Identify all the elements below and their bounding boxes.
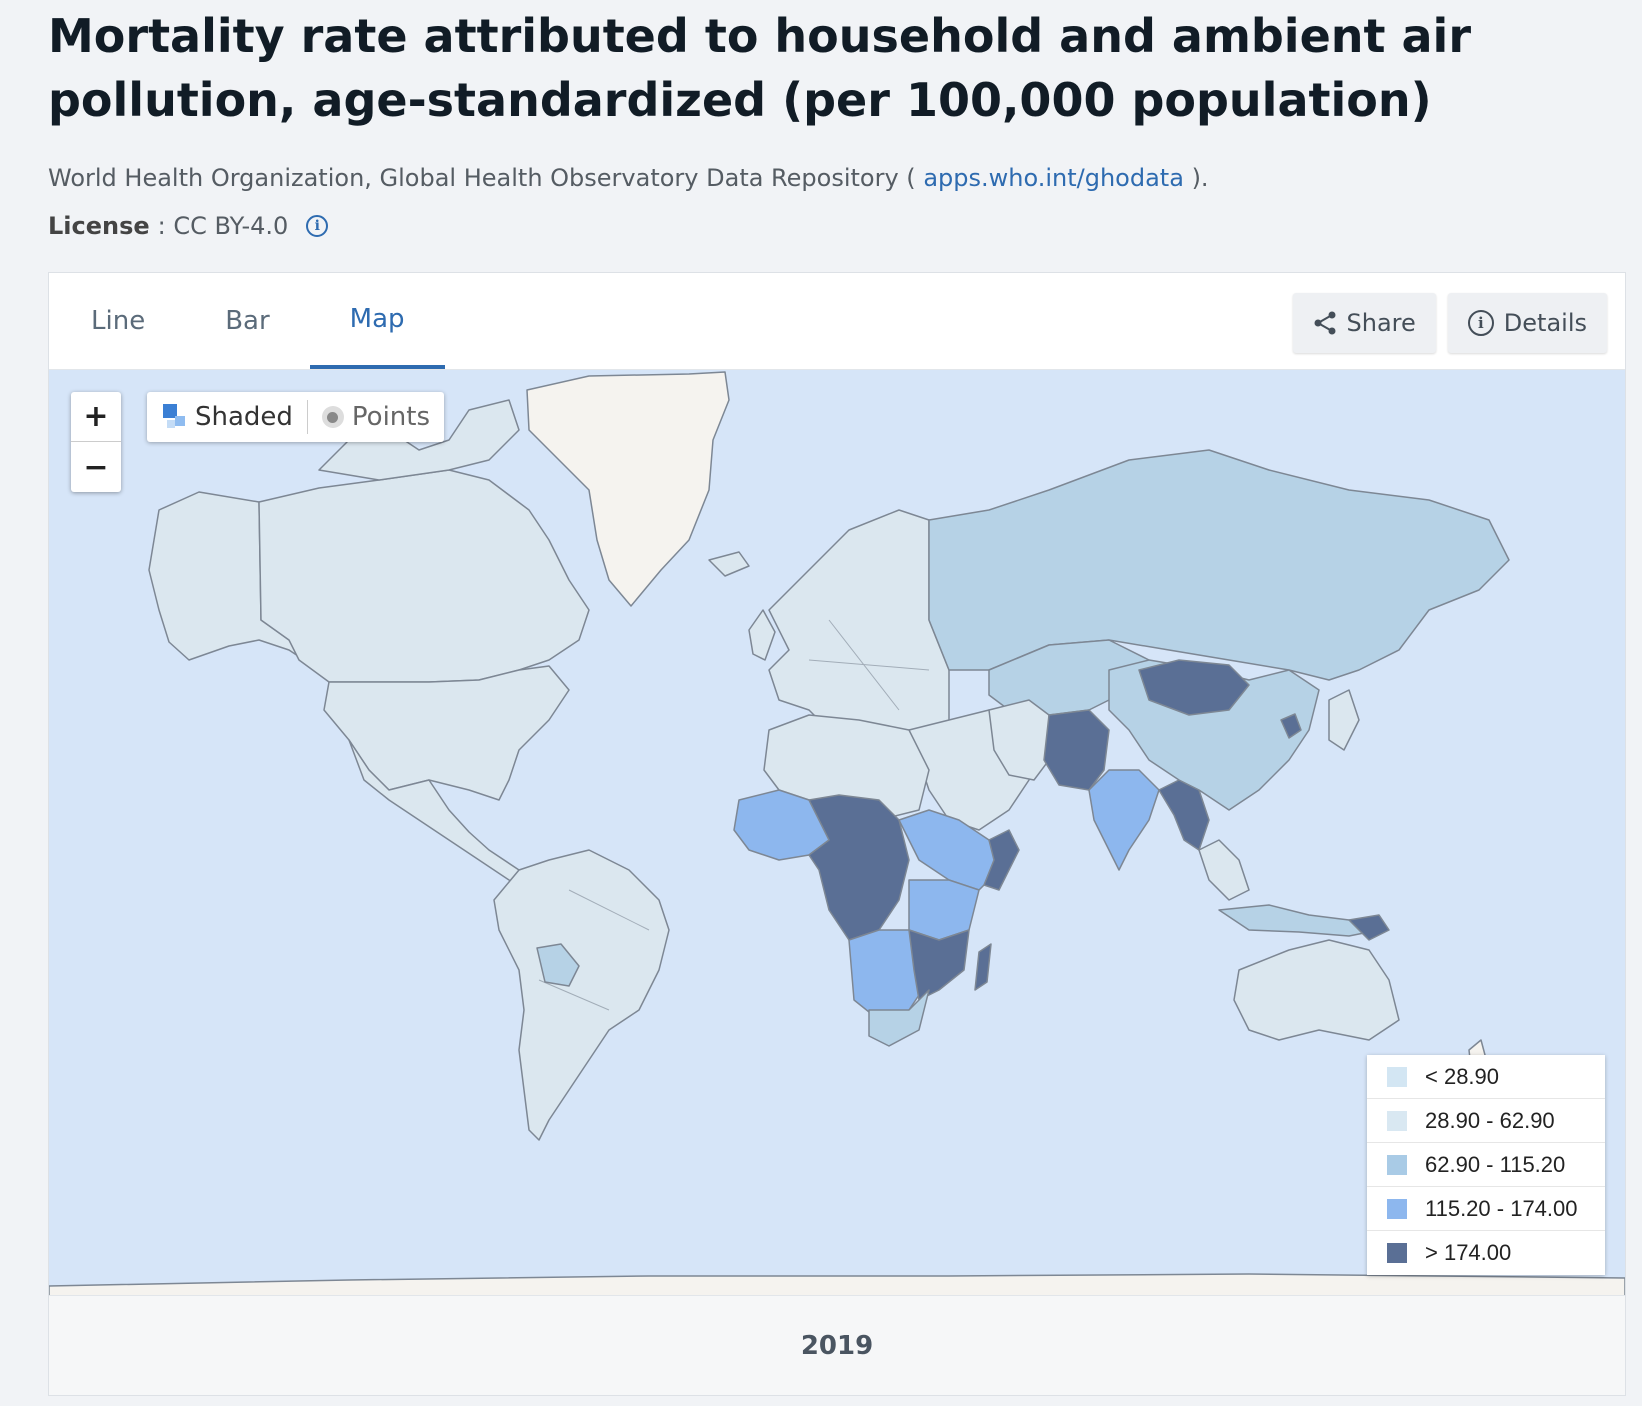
source-link[interactable]: apps.who.int/ghodata: [923, 164, 1184, 192]
region-greenland[interactable]: [526, 371, 730, 607]
region-se-asia[interactable]: [1198, 839, 1250, 901]
legend-label: 115.20 - 174.00: [1425, 1195, 1578, 1221]
region-somalia[interactable]: [983, 829, 1020, 891]
legend-swatch: [1387, 1110, 1407, 1131]
mode-points-option[interactable]: Points: [308, 392, 444, 442]
view-tabs: Line Bar Map: [49, 273, 445, 369]
info-icon[interactable]: i: [306, 215, 329, 237]
info-circle-icon: i: [1467, 310, 1494, 336]
region-north-korea[interactable]: [1280, 713, 1302, 739]
legend-row: 28.90 - 62.90: [1367, 1099, 1605, 1143]
display-mode-toggle: Shaded Points: [147, 392, 445, 442]
source-line: World Health Organization, Global Health…: [48, 164, 1209, 192]
zoom-control: + −: [71, 392, 121, 492]
legend-row: < 28.90: [1367, 1055, 1605, 1099]
source-end: ).: [1191, 164, 1209, 192]
world-map[interactable]: + − Shaded Points < 28.90: [49, 369, 1625, 1295]
border-line: [568, 889, 650, 931]
license-value: : CC BY-4.0: [157, 212, 289, 240]
details-label: Details: [1503, 309, 1587, 337]
region-mongolia[interactable]: [1138, 659, 1250, 716]
region-japan[interactable]: [1328, 689, 1360, 751]
region-antarctica[interactable]: [49, 1273, 1625, 1295]
shaded-icon: [161, 404, 187, 430]
region-bolivia[interactable]: [536, 943, 580, 987]
region-sahel-central[interactable]: [808, 794, 910, 941]
zoom-in-button[interactable]: +: [71, 392, 121, 442]
legend-label: 28.90 - 62.90: [1425, 1107, 1555, 1133]
card-actions: Share i Details: [1292, 293, 1607, 353]
mode-shaded-option[interactable]: Shaded: [147, 392, 307, 442]
legend-swatch: [1387, 1198, 1407, 1219]
region-north-africa[interactable]: [763, 714, 930, 821]
region-south-africa[interactable]: [868, 989, 930, 1047]
license-label: License: [48, 212, 150, 240]
legend-label: 62.90 - 115.20: [1425, 1151, 1566, 1177]
region-uk[interactable]: [748, 609, 776, 661]
share-label: Share: [1346, 309, 1416, 337]
legend-swatch: [1387, 1243, 1407, 1263]
legend-row: 115.20 - 174.00: [1367, 1187, 1605, 1231]
region-australia[interactable]: [1233, 939, 1400, 1041]
year-label: 2019: [49, 1295, 1625, 1395]
legend-swatch: [1387, 1066, 1407, 1087]
source-text: World Health Organization, Global Health…: [48, 164, 916, 192]
tab-map[interactable]: Map: [309, 273, 445, 369]
details-button[interactable]: i Details: [1447, 293, 1607, 353]
chart-card: Line Bar Map Share i Details: [48, 272, 1626, 1396]
region-russia[interactable]: [928, 449, 1510, 681]
legend-row: > 174.00: [1367, 1231, 1605, 1275]
region-mozambique[interactable]: [908, 929, 970, 1001]
page-title: Mortality rate attributed to household a…: [48, 9, 1472, 127]
region-south-america[interactable]: [493, 849, 670, 1141]
zoom-out-button[interactable]: −: [83, 449, 109, 485]
region-pakistan-afghanistan[interactable]: [1043, 709, 1110, 791]
border-line: [808, 659, 930, 671]
legend-row: 62.90 - 115.20: [1367, 1143, 1605, 1187]
tab-bar[interactable]: Bar: [225, 306, 270, 336]
region-usa[interactable]: [323, 665, 570, 801]
license-line: License : CC BY-4.0 i: [48, 212, 329, 240]
legend-swatch: [1387, 1154, 1407, 1175]
region-papua-new-guinea[interactable]: [1348, 914, 1390, 941]
border-line: [538, 979, 610, 1011]
region-madagascar[interactable]: [974, 943, 992, 991]
mode-shaded-label: Shaded: [195, 402, 293, 432]
share-button[interactable]: Share: [1292, 293, 1436, 353]
mode-points-label: Points: [351, 402, 431, 432]
legend-label: < 28.90: [1425, 1063, 1500, 1089]
region-india[interactable]: [1088, 769, 1160, 871]
region-iran[interactable]: [988, 699, 1050, 781]
map-canvas: [49, 371, 1625, 1295]
region-iceland[interactable]: [708, 551, 750, 577]
legend-label: > 174.00: [1425, 1240, 1512, 1265]
map-legend: < 28.90 28.90 - 62.90 62.90 - 115.20 115…: [1367, 1055, 1605, 1275]
region-europe[interactable]: [768, 509, 950, 751]
points-icon: [321, 406, 344, 428]
share-icon: [1314, 311, 1336, 335]
region-canada[interactable]: [258, 469, 590, 683]
mode-divider: [306, 400, 308, 434]
tab-line[interactable]: Line: [91, 306, 146, 336]
